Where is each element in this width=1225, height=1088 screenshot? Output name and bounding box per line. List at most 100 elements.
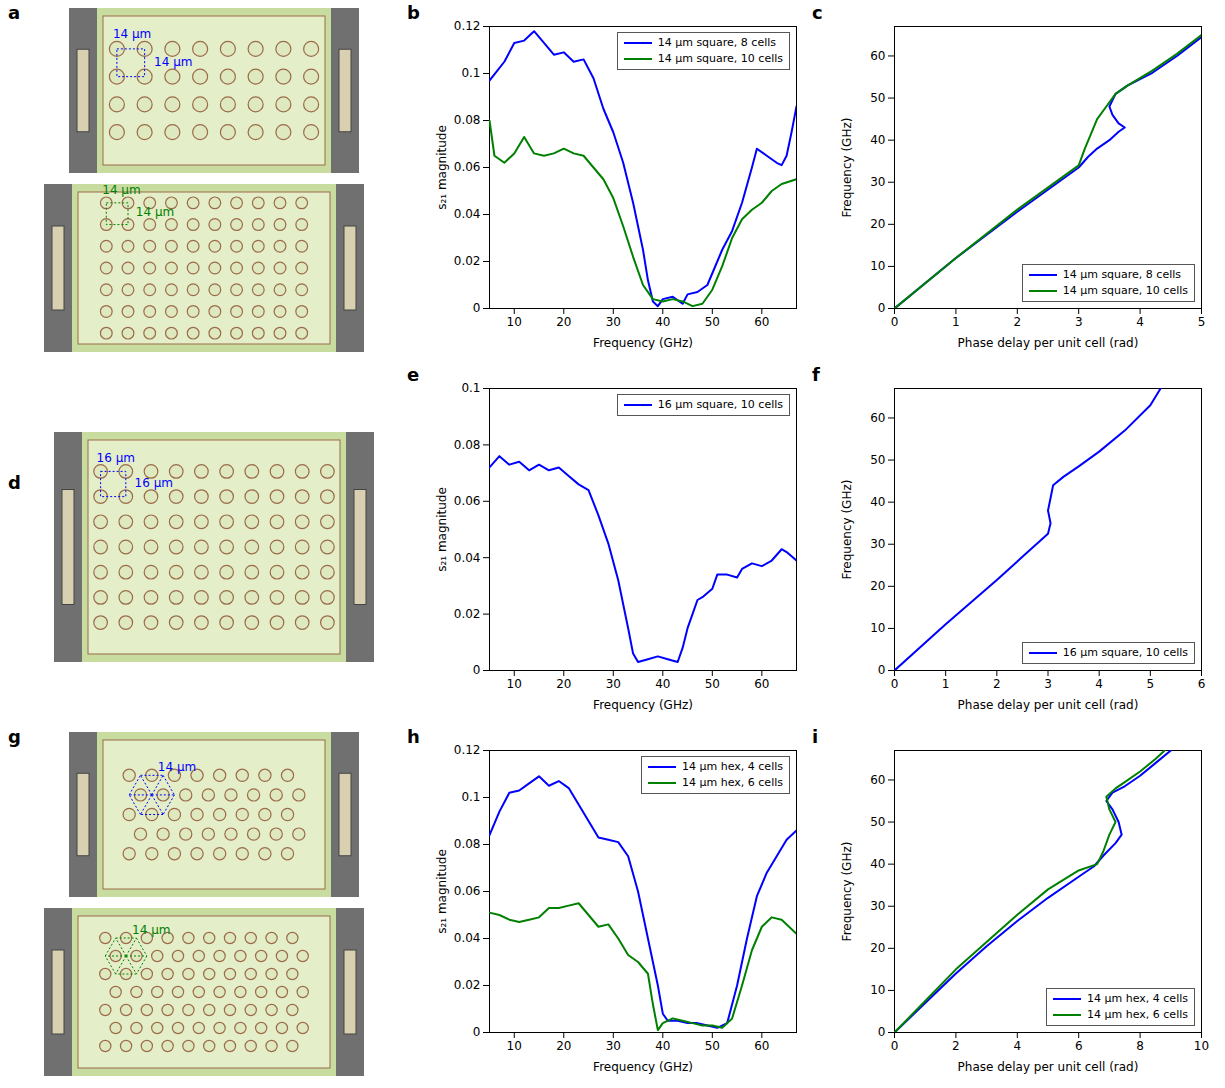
svg-text:16 µm: 16 µm	[97, 451, 135, 465]
svg-text:60: 60	[754, 1039, 769, 1053]
svg-text:6: 6	[1075, 1039, 1083, 1053]
svg-text:10: 10	[870, 983, 885, 997]
svg-text:0.12: 0.12	[454, 743, 481, 757]
svg-text:50: 50	[705, 677, 720, 691]
svg-text:3: 3	[1075, 315, 1083, 329]
svg-text:0.08: 0.08	[454, 113, 481, 127]
svg-text:0: 0	[473, 301, 481, 315]
svg-text:0: 0	[878, 1025, 886, 1039]
svg-text:20: 20	[556, 315, 571, 329]
svg-text:0: 0	[891, 315, 899, 329]
svg-text:0.06: 0.06	[454, 494, 481, 508]
svg-text:s₂₁ magnitude: s₂₁ magnitude	[435, 487, 449, 572]
svg-text:0.1: 0.1	[461, 381, 480, 395]
svg-text:4: 4	[1136, 315, 1144, 329]
svg-text:10: 10	[507, 677, 522, 691]
svg-text:30: 30	[606, 1039, 621, 1053]
svg-text:40: 40	[655, 677, 670, 691]
svg-text:14 µm: 14 µm	[132, 923, 170, 937]
svg-text:40: 40	[655, 1039, 670, 1053]
svg-text:30: 30	[870, 537, 885, 551]
svg-text:30: 30	[870, 899, 885, 913]
svg-text:0: 0	[878, 663, 886, 677]
svg-text:30: 30	[870, 175, 885, 189]
svg-text:50: 50	[870, 91, 885, 105]
svg-text:0.12: 0.12	[454, 19, 481, 33]
svg-text:0.02: 0.02	[454, 254, 481, 268]
svg-text:40: 40	[870, 495, 885, 509]
svg-text:Phase delay per unit cell (rad: Phase delay per unit cell (rad)	[958, 698, 1139, 712]
svg-text:0.08: 0.08	[454, 438, 481, 452]
svg-text:0.08: 0.08	[454, 837, 481, 851]
svg-text:4: 4	[1013, 1039, 1021, 1053]
svg-text:60: 60	[870, 49, 885, 63]
svg-text:0.1: 0.1	[461, 790, 480, 804]
svg-text:6: 6	[1198, 677, 1206, 691]
svg-text:8: 8	[1136, 1039, 1144, 1053]
svg-text:50: 50	[870, 815, 885, 829]
svg-text:40: 40	[870, 133, 885, 147]
svg-text:Frequency (GHz): Frequency (GHz)	[593, 698, 693, 712]
svg-text:10: 10	[1194, 1039, 1209, 1053]
svg-text:0: 0	[891, 1039, 899, 1053]
svg-text:5: 5	[1147, 677, 1155, 691]
svg-text:0: 0	[878, 301, 886, 315]
svg-text:Phase delay per unit cell (rad: Phase delay per unit cell (rad)	[958, 1060, 1139, 1074]
svg-text:1: 1	[952, 315, 960, 329]
svg-text:Frequency (GHz): Frequency (GHz)	[840, 480, 854, 580]
svg-text:0: 0	[891, 677, 899, 691]
svg-text:20: 20	[870, 217, 885, 231]
svg-text:Frequency (GHz): Frequency (GHz)	[840, 118, 854, 218]
svg-text:30: 30	[606, 677, 621, 691]
svg-text:2: 2	[1013, 315, 1021, 329]
svg-text:1: 1	[942, 677, 950, 691]
svg-text:0.04: 0.04	[454, 931, 481, 945]
svg-text:14 µm: 14 µm	[154, 55, 192, 69]
svg-text:0.1: 0.1	[461, 66, 480, 80]
svg-text:10: 10	[870, 259, 885, 273]
svg-text:Phase delay per unit cell (rad: Phase delay per unit cell (rad)	[958, 336, 1139, 350]
svg-text:50: 50	[870, 453, 885, 467]
svg-text:0: 0	[473, 1025, 481, 1039]
svg-text:0.04: 0.04	[454, 207, 481, 221]
svg-text:16 µm: 16 µm	[135, 476, 173, 490]
svg-text:20: 20	[870, 941, 885, 955]
svg-text:60: 60	[754, 677, 769, 691]
svg-text:60: 60	[870, 411, 885, 425]
svg-text:14 µm: 14 µm	[158, 760, 196, 774]
svg-text:0.04: 0.04	[454, 551, 481, 565]
svg-text:10: 10	[507, 1039, 522, 1053]
svg-text:0.02: 0.02	[454, 607, 481, 621]
svg-text:0.06: 0.06	[454, 160, 481, 174]
svg-text:Frequency (GHz): Frequency (GHz)	[593, 336, 693, 350]
svg-text:10: 10	[870, 621, 885, 635]
svg-text:50: 50	[705, 1039, 720, 1053]
svg-text:20: 20	[870, 579, 885, 593]
svg-text:40: 40	[655, 315, 670, 329]
svg-text:20: 20	[556, 1039, 571, 1053]
svg-text:0.06: 0.06	[454, 884, 481, 898]
html-text:a: a	[8, 2, 21, 23]
svg-text:40: 40	[870, 857, 885, 871]
svg-text:s₂₁ magnitude: s₂₁ magnitude	[435, 125, 449, 210]
svg-text:s₂₁ magnitude: s₂₁ magnitude	[435, 849, 449, 934]
svg-text:30: 30	[606, 315, 621, 329]
svg-text:2: 2	[993, 677, 1001, 691]
svg-text:50: 50	[705, 315, 720, 329]
svg-text:Frequency (GHz): Frequency (GHz)	[593, 1060, 693, 1074]
svg-text:14 µm: 14 µm	[102, 183, 140, 197]
svg-text:0: 0	[473, 663, 481, 677]
svg-text:10: 10	[507, 315, 522, 329]
svg-text:20: 20	[556, 677, 571, 691]
svg-text:Frequency (GHz): Frequency (GHz)	[840, 842, 854, 942]
svg-text:14 µm: 14 µm	[113, 27, 151, 41]
svg-text:4: 4	[1095, 677, 1103, 691]
svg-text:5: 5	[1198, 315, 1206, 329]
svg-text:2: 2	[952, 1039, 960, 1053]
html-text:d: d	[8, 472, 21, 493]
svg-text:0.02: 0.02	[454, 978, 481, 992]
svg-text:14 µm: 14 µm	[136, 205, 174, 219]
svg-text:60: 60	[754, 315, 769, 329]
svg-text:60: 60	[870, 773, 885, 787]
svg-text:3: 3	[1044, 677, 1052, 691]
